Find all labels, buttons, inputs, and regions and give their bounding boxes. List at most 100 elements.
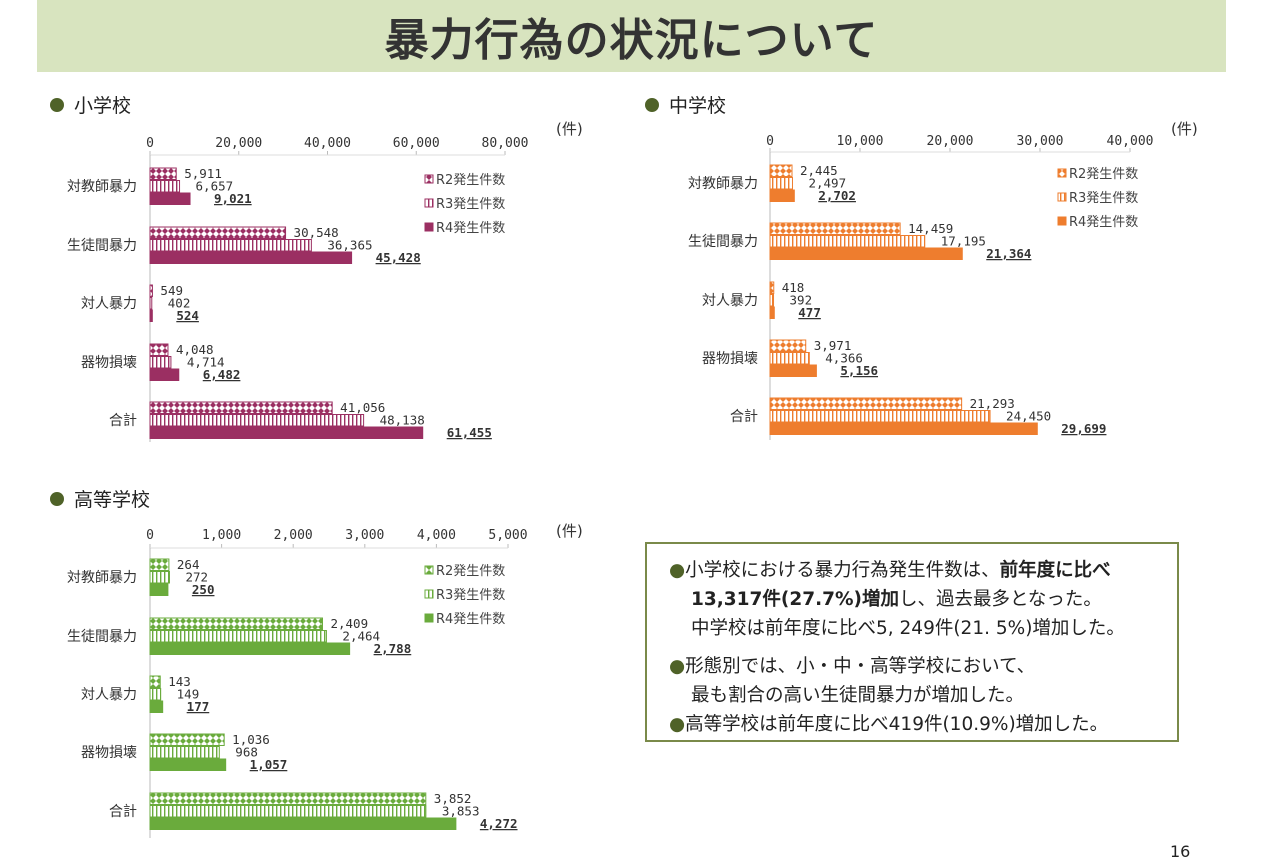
unit-label: (件) — [556, 522, 583, 540]
data-label: 2,464 — [342, 629, 380, 644]
data-label: 524 — [176, 308, 199, 323]
data-label: 4,714 — [187, 355, 225, 370]
summary-line: 13,317件(27.7%)増加し、過去最多となった。 — [691, 589, 1102, 610]
unit-label: (件) — [556, 120, 583, 138]
data-label: 4,048 — [176, 342, 214, 357]
page-number: 16 — [1170, 842, 1191, 861]
bar-R2発生件数 — [149, 284, 153, 297]
bar-R4発生件数 — [149, 426, 424, 439]
data-label: 2,702 — [818, 188, 856, 203]
data-label: 21,293 — [970, 396, 1015, 411]
data-label: 2,445 — [800, 163, 838, 178]
legend-swatch — [424, 589, 434, 599]
bar-R4発生件数 — [149, 192, 191, 205]
data-label: 3,852 — [434, 791, 472, 806]
unit-label: (件) — [1171, 120, 1198, 138]
section-title: 中学校 — [669, 95, 727, 117]
x-tick-label: 40,000 — [1107, 134, 1154, 149]
legend-label: R2発生件数 — [1069, 167, 1138, 182]
bar-R4発生件数 — [769, 189, 795, 202]
data-label: 17,195 — [941, 234, 986, 249]
data-label: 6,657 — [196, 179, 234, 194]
bar-R2発生件数 — [769, 397, 963, 410]
bar-R3発生件数 — [149, 239, 312, 252]
section-title: 小学校 — [74, 95, 132, 117]
x-tick-label: 0 — [766, 134, 774, 149]
data-label: 1,036 — [232, 732, 270, 747]
data-label: 549 — [160, 283, 183, 298]
category-label: 器物損壊 — [81, 355, 137, 371]
bar-R3発生件数 — [769, 352, 810, 365]
x-tick-label: 0 — [146, 528, 154, 543]
category-label: 生徒間暴力 — [67, 629, 137, 645]
bar-R3発生件数 — [149, 571, 170, 584]
summary-box: ●小学校における暴力行為発生件数は、前年度に比べ 13,317件(27.7%)増… — [645, 542, 1179, 742]
summary-line: ●形態別では、小・中・高等学校において、 — [669, 656, 1036, 677]
category-label: 対人暴力 — [702, 293, 758, 309]
section-heading-junior-high: 中学校 — [645, 91, 726, 118]
legend-label: R3発生件数 — [436, 197, 505, 212]
data-label: 45,428 — [376, 250, 421, 265]
bar-R2発生件数 — [769, 222, 901, 235]
data-label: 418 — [782, 280, 805, 295]
x-tick-label: 0 — [146, 136, 154, 151]
x-tick-label: 20,000 — [215, 136, 262, 151]
legend-swatch — [424, 565, 434, 575]
data-label: 5,911 — [184, 166, 222, 181]
data-label: 143 — [168, 674, 191, 689]
category-label: 対人暴力 — [81, 687, 137, 703]
legend-label: R4発生件数 — [436, 612, 505, 627]
data-label: 968 — [235, 745, 258, 760]
bar-chart-0: 0 20,000 40,000 60,000 80,000(件)対教師暴力5,9116,… — [67, 120, 583, 442]
data-label: 3,853 — [442, 804, 480, 819]
legend-label: R2発生件数 — [436, 173, 505, 188]
section-heading-elementary: 小学校 — [50, 91, 131, 118]
data-label: 2,497 — [808, 176, 846, 191]
bar-R4発生件数 — [149, 642, 351, 655]
legend-label: R4発生件数 — [1069, 215, 1138, 230]
data-label: 6,482 — [203, 367, 241, 382]
bar-R3発生件数 — [149, 297, 153, 310]
bar-R4発生件数 — [769, 306, 775, 319]
category-label: 合計 — [730, 409, 758, 425]
x-tick-label: 4,000 — [417, 528, 456, 543]
bar-R2発生件数 — [149, 401, 333, 414]
data-label: 1,057 — [250, 757, 288, 772]
legend-label: R3発生件数 — [1069, 191, 1138, 206]
bar-R3発生件数 — [149, 805, 427, 818]
category-label: 生徒間暴力 — [688, 234, 758, 250]
bar-R2発生件数 — [149, 675, 161, 688]
bar-R2発生件数 — [149, 617, 323, 630]
x-tick-label: 2,000 — [274, 528, 313, 543]
data-label: 392 — [790, 293, 813, 308]
bar-R2発生件数 — [149, 792, 427, 805]
x-tick-label: 40,000 — [304, 136, 351, 151]
bar-R4発生件数 — [769, 422, 1038, 435]
data-label: 36,365 — [327, 238, 372, 253]
category-label: 対教師暴力 — [67, 179, 137, 195]
legend-label: R3発生件数 — [436, 588, 505, 603]
bar-chart-2: 0 1,000 2,000 3,000 4,000 5,000 (件) 対教師暴力 264272… — [67, 522, 583, 838]
bar-R4発生件数 — [149, 368, 180, 381]
category-label: 合計 — [109, 804, 137, 820]
data-label: 48,138 — [380, 413, 425, 428]
section-heading-high-school: 高等学校 — [50, 485, 150, 512]
x-tick-label: 1,000 — [202, 528, 241, 543]
summary-line: ●小学校における暴力行為発生件数は、前年度に比べ — [669, 560, 1111, 581]
data-label: 41,056 — [340, 400, 385, 415]
legend-swatch — [1057, 168, 1067, 178]
bar-chart-1: 0 10,000 20,000 30,000 40,000(件)対教師暴力2,4452,… — [688, 120, 1198, 440]
legend-swatch — [424, 174, 434, 184]
bar-R3発生件数 — [149, 630, 327, 643]
bar-R4発生件数 — [149, 309, 153, 322]
summary-line: 中学校は前年度に比べ5, 249件(21. 5%)増加した。 — [691, 618, 1125, 639]
data-label: 4,366 — [825, 351, 863, 366]
category-label: 対教師暴力 — [688, 176, 758, 192]
bar-R4発生件数 — [149, 583, 169, 596]
bar-R2発生件数 — [769, 281, 775, 294]
x-tick-label: 10,000 — [837, 134, 884, 149]
category-label: 器物損壊 — [81, 745, 137, 761]
data-label: 250 — [192, 582, 215, 597]
data-label: 149 — [177, 687, 200, 702]
bar-R2発生件数 — [149, 558, 170, 571]
